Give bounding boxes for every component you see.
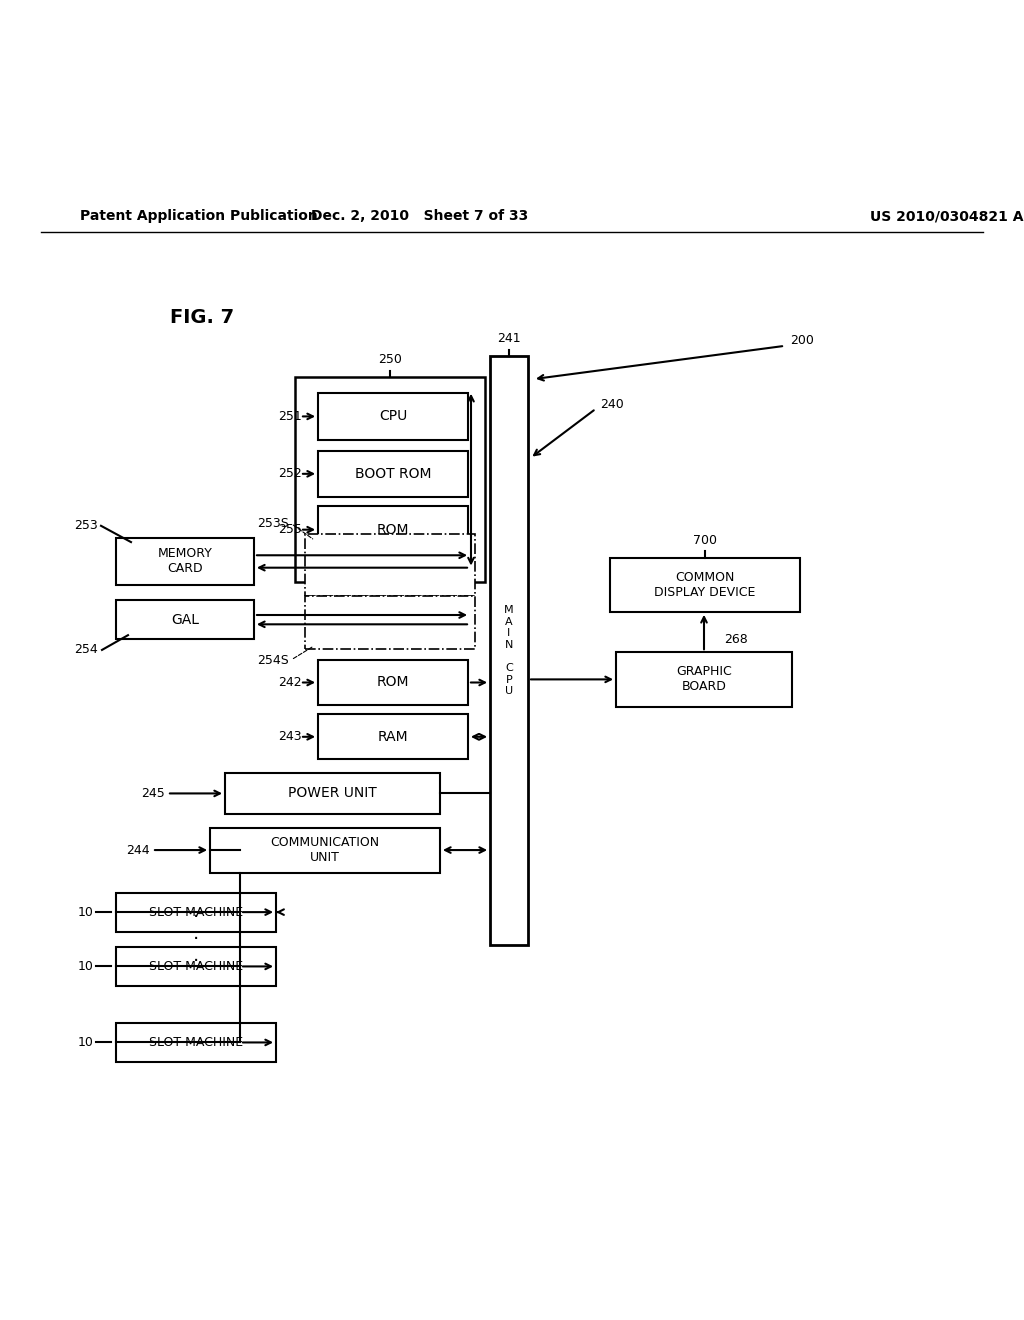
Bar xyxy=(318,393,468,440)
Bar xyxy=(116,539,254,585)
Text: COMMON
DISPLAY DEVICE: COMMON DISPLAY DEVICE xyxy=(654,570,756,599)
Bar xyxy=(305,535,475,597)
Text: Patent Application Publication: Patent Application Publication xyxy=(80,210,317,223)
Text: RAM: RAM xyxy=(378,730,409,743)
Text: 250: 250 xyxy=(378,354,402,366)
Text: 243: 243 xyxy=(279,730,302,743)
Text: 244: 244 xyxy=(126,843,150,857)
Bar xyxy=(225,774,440,813)
Text: 268: 268 xyxy=(724,634,748,647)
Bar xyxy=(318,450,468,498)
Text: COMMUNICATION
UNIT: COMMUNICATION UNIT xyxy=(270,836,380,865)
Text: 245: 245 xyxy=(141,787,165,800)
Text: FIG. 7: FIG. 7 xyxy=(170,308,234,326)
Text: M
A
I
N
 
C
P
U: M A I N C P U xyxy=(504,605,514,696)
Text: SLOT MACHINE: SLOT MACHINE xyxy=(148,1036,243,1049)
Text: SLOT MACHINE: SLOT MACHINE xyxy=(148,960,243,973)
Text: MEMORY
CARD: MEMORY CARD xyxy=(158,548,212,576)
Text: ·
·
·: · · · xyxy=(193,908,199,970)
Text: SLOT MACHINE: SLOT MACHINE xyxy=(148,906,243,919)
Text: 254S: 254S xyxy=(257,653,289,667)
Bar xyxy=(490,356,528,945)
Bar xyxy=(116,1023,276,1061)
Bar xyxy=(318,507,468,553)
Text: 10: 10 xyxy=(78,1036,94,1049)
Bar xyxy=(318,660,468,705)
Text: 241: 241 xyxy=(498,333,521,346)
Text: GAL: GAL xyxy=(171,612,199,627)
Text: 255: 255 xyxy=(279,523,302,536)
Text: Dec. 2, 2010   Sheet 7 of 33: Dec. 2, 2010 Sheet 7 of 33 xyxy=(311,210,528,223)
Text: 254: 254 xyxy=(75,643,98,656)
Text: US 2010/0304821 A1: US 2010/0304821 A1 xyxy=(870,210,1024,223)
Text: 700: 700 xyxy=(693,535,717,546)
Text: ROM: ROM xyxy=(377,676,410,689)
Bar xyxy=(116,601,254,639)
Text: 240: 240 xyxy=(600,397,624,411)
Text: CPU: CPU xyxy=(379,409,408,424)
Text: 242: 242 xyxy=(279,676,302,689)
Bar xyxy=(610,557,800,612)
Text: 253: 253 xyxy=(75,519,98,532)
Bar xyxy=(318,714,468,759)
Bar xyxy=(210,828,440,873)
Text: 10: 10 xyxy=(78,960,94,973)
Text: 253S: 253S xyxy=(257,517,289,529)
Bar xyxy=(116,946,276,986)
Text: 252: 252 xyxy=(279,467,302,480)
Text: BOOT ROM: BOOT ROM xyxy=(354,467,431,480)
Text: 200: 200 xyxy=(790,334,814,347)
Bar xyxy=(116,892,276,932)
Text: POWER UNIT: POWER UNIT xyxy=(288,787,377,800)
Text: ROM: ROM xyxy=(377,523,410,537)
Bar xyxy=(295,376,485,582)
Text: 10: 10 xyxy=(78,906,94,919)
Bar xyxy=(616,652,792,706)
Bar xyxy=(305,597,475,649)
Text: GRAPHIC
BOARD: GRAPHIC BOARD xyxy=(676,665,732,693)
Text: 251: 251 xyxy=(279,411,302,422)
